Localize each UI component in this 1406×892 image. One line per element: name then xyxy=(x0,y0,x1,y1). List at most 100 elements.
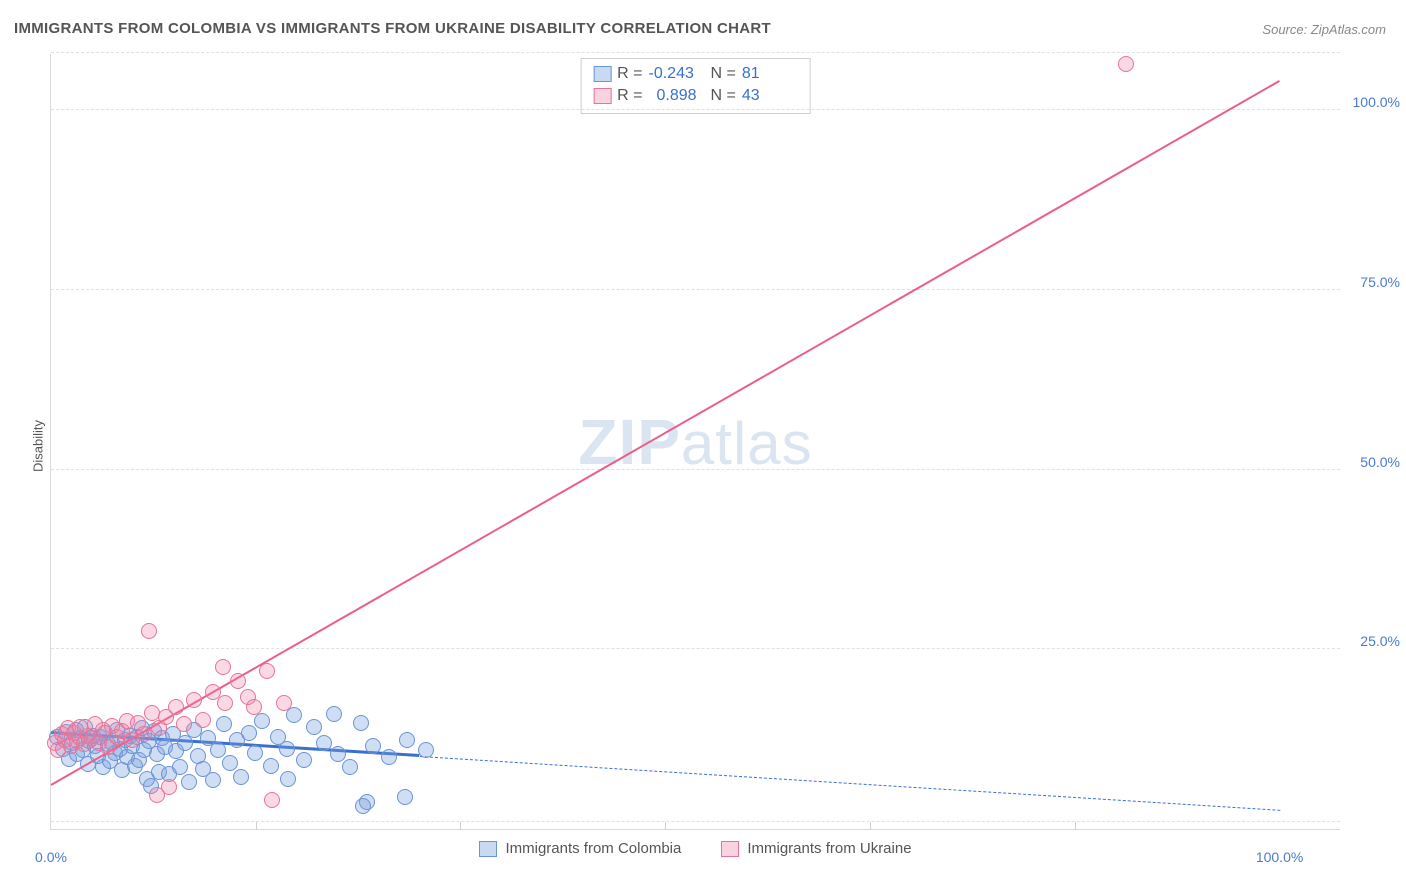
data-point-ukraine xyxy=(141,623,157,639)
data-point-ukraine xyxy=(161,779,177,795)
data-point-colombia xyxy=(280,771,296,787)
data-point-ukraine xyxy=(100,739,116,755)
data-point-colombia xyxy=(270,729,286,745)
data-point-colombia xyxy=(359,794,375,810)
data-point-colombia xyxy=(85,728,101,744)
legend-item-colombia: Immigrants from Colombia xyxy=(479,840,681,857)
trend-line-colombia xyxy=(51,731,420,757)
data-point-colombia xyxy=(80,756,96,772)
data-point-colombia xyxy=(326,706,342,722)
data-point-colombia xyxy=(210,742,226,758)
data-point-colombia xyxy=(114,762,130,778)
legend-row-ukraine: R = 0.898 N = 43 xyxy=(593,85,798,107)
data-point-ukraine xyxy=(186,692,202,708)
data-point-colombia xyxy=(77,719,93,735)
x-tick xyxy=(665,822,666,830)
data-point-colombia xyxy=(92,729,108,745)
data-point-colombia xyxy=(342,759,358,775)
data-point-colombia xyxy=(172,759,188,775)
x-tick xyxy=(1075,822,1076,830)
data-point-colombia xyxy=(353,715,369,731)
gridline-h xyxy=(51,52,1340,53)
data-point-colombia xyxy=(355,798,371,814)
data-point-colombia xyxy=(279,741,295,757)
watermark-rest: atlas xyxy=(681,410,813,477)
data-point-colombia xyxy=(286,707,302,723)
data-point-ukraine xyxy=(1118,56,1134,72)
legend-item-ukraine: Immigrants from Ukraine xyxy=(721,840,911,857)
data-point-colombia xyxy=(157,739,173,755)
bottom-legend: Immigrants from Colombia Immigrants from… xyxy=(51,840,1340,857)
data-point-colombia xyxy=(134,720,150,736)
data-point-colombia xyxy=(112,741,128,757)
data-point-ukraine xyxy=(50,742,66,758)
data-point-colombia xyxy=(55,741,71,757)
data-point-colombia xyxy=(136,742,152,758)
data-point-colombia xyxy=(102,753,118,769)
data-point-ukraine xyxy=(264,792,280,808)
plot-area: ZIPatlas R = -0.243 N = 81 R = 0.898 N =… xyxy=(50,54,1340,830)
data-point-colombia xyxy=(397,789,413,805)
data-point-colombia xyxy=(330,746,346,762)
data-point-colombia xyxy=(61,751,77,767)
n-label: N = xyxy=(711,85,736,107)
data-point-colombia xyxy=(165,726,181,742)
data-point-colombia xyxy=(247,745,263,761)
trend-line-ukraine xyxy=(51,80,1281,786)
n-value-ukraine: 43 xyxy=(742,85,798,107)
data-point-colombia xyxy=(365,738,381,754)
n-label: N = xyxy=(711,63,736,85)
data-point-ukraine xyxy=(69,733,85,749)
data-point-ukraine xyxy=(158,709,174,725)
data-point-colombia xyxy=(181,774,197,790)
data-point-colombia xyxy=(200,730,216,746)
data-point-colombia xyxy=(186,722,202,738)
data-point-ukraine xyxy=(205,684,221,700)
y-axis-label: Disability xyxy=(31,420,46,472)
swatch-blue xyxy=(593,66,611,82)
data-point-ukraine xyxy=(57,732,73,748)
data-point-ukraine xyxy=(109,729,125,745)
swatch-pink xyxy=(593,88,611,104)
data-point-colombia xyxy=(316,735,332,751)
data-point-ukraine xyxy=(54,726,70,742)
data-point-ukraine xyxy=(144,705,160,721)
data-point-colombia xyxy=(141,733,157,749)
data-point-ukraine xyxy=(149,787,165,803)
data-point-colombia xyxy=(254,713,270,729)
data-point-ukraine xyxy=(130,715,146,731)
r-value-ukraine: 0.898 xyxy=(649,85,705,107)
r-label: R = xyxy=(617,85,642,107)
data-point-colombia xyxy=(229,732,245,748)
data-point-colombia xyxy=(69,746,85,762)
data-point-colombia xyxy=(58,724,74,740)
data-point-ukraine xyxy=(84,730,100,746)
data-point-ukraine xyxy=(276,695,292,711)
data-point-colombia xyxy=(195,761,211,777)
data-point-colombia xyxy=(151,764,167,780)
data-point-colombia xyxy=(205,772,221,788)
data-point-ukraine xyxy=(87,716,103,732)
data-point-ukraine xyxy=(124,732,140,748)
r-label: R = xyxy=(617,63,642,85)
y-tick-label: 75.0% xyxy=(1360,274,1400,290)
x-tick xyxy=(870,822,871,830)
data-point-ukraine xyxy=(72,719,88,735)
data-point-colombia xyxy=(100,736,116,752)
data-point-colombia xyxy=(149,746,165,762)
data-point-colombia xyxy=(64,735,80,751)
source-label: Source: xyxy=(1262,22,1307,37)
legend-row-colombia: R = -0.243 N = 81 xyxy=(593,63,798,85)
data-point-ukraine xyxy=(80,728,96,744)
gridline-h xyxy=(51,109,1340,110)
data-point-ukraine xyxy=(176,716,192,732)
watermark: ZIPatlas xyxy=(578,405,812,479)
data-point-colombia xyxy=(104,735,120,751)
gridline-h xyxy=(51,821,1340,822)
gridline-h xyxy=(51,469,1340,470)
data-point-ukraine xyxy=(76,736,92,752)
y-tick-label: 100.0% xyxy=(1353,94,1400,110)
chart-title: IMMIGRANTS FROM COLOMBIA VS IMMIGRANTS F… xyxy=(14,20,771,37)
data-point-colombia xyxy=(81,733,97,749)
y-tick-label: 50.0% xyxy=(1360,454,1400,470)
